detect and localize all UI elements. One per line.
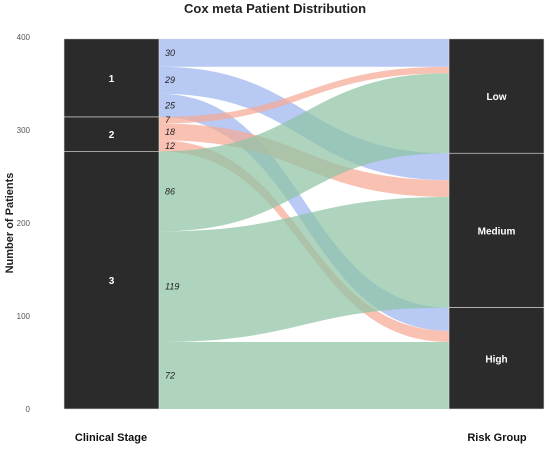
flow-value-label: 30	[165, 48, 175, 58]
axis-name-risk-group: Risk Group	[467, 432, 527, 444]
stratum-stage-1	[63, 38, 160, 118]
axis-name-clinical-stage: Clinical Stage	[75, 432, 147, 444]
flow-3-to-medium	[159, 196, 449, 343]
flow-3-to-high	[159, 342, 449, 409]
flow-value-label: 18	[165, 127, 175, 137]
stratum-label: Medium	[478, 226, 516, 237]
y-tick-label: 400	[17, 33, 31, 42]
y-axis-ticks: 0 100 200 300 400	[17, 33, 31, 414]
flow-2-to-low	[159, 66, 449, 124]
stratum-stage-2	[63, 116, 160, 152]
stratum-risk-high	[448, 307, 545, 410]
y-tick-label: 0	[26, 405, 31, 414]
stratum-label: 3	[109, 276, 115, 287]
flow-value-label: 12	[165, 141, 175, 151]
y-axis-label: Number of Patients	[4, 173, 16, 274]
stratum-stage-3	[63, 151, 160, 410]
flow-value-label: 7	[165, 115, 171, 125]
chart-title: Cox meta Patient Distribution	[184, 1, 366, 16]
y-tick-label: 300	[17, 126, 31, 135]
flow-3-to-low	[159, 73, 449, 232]
flow-1-to-low	[159, 38, 449, 67]
flow-layer	[159, 38, 449, 409]
flow-value-label: 86	[165, 186, 175, 196]
flow-label-layer: 30 29 25 7 18 12 86 119 72	[164, 48, 179, 381]
y-tick-label: 200	[17, 219, 31, 228]
stratum-risk-low	[448, 38, 545, 154]
flow-value-label: 25	[164, 100, 176, 110]
stratum-risk-medium	[448, 152, 545, 308]
stratum-label: High	[485, 354, 507, 365]
flow-value-label: 72	[165, 371, 175, 381]
flow-value-label: 29	[164, 75, 175, 85]
stratum-label: 2	[109, 130, 115, 141]
stratum-label: Low	[487, 92, 507, 103]
y-tick-label: 100	[17, 312, 31, 321]
flow-1-to-high	[159, 93, 449, 331]
flow-value-label: 119	[165, 282, 179, 292]
stratum-label: 1	[109, 74, 115, 85]
